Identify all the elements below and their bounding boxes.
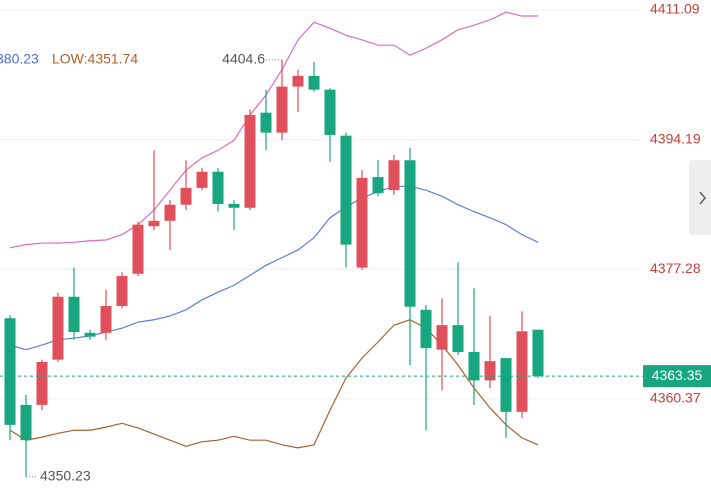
price-tag [643, 365, 711, 388]
candle-body [84, 332, 96, 337]
candle-body [132, 224, 144, 274]
candle-body [164, 204, 176, 221]
candle-body [500, 358, 512, 412]
candle-body [356, 177, 368, 268]
candle-body [4, 318, 16, 425]
candle-body [52, 296, 64, 360]
candle-body [436, 325, 448, 350]
plot-area: 4404.6 4350.23 [0, 9, 643, 483]
candle-body [228, 203, 240, 208]
band-value: 380.23 [0, 51, 39, 67]
candle-body [180, 187, 192, 205]
band-line [9, 319, 539, 449]
candle-body [340, 135, 352, 245]
candle-body [20, 404, 32, 441]
candle-body [452, 325, 464, 352]
band-line [9, 11, 538, 249]
candle-body [292, 75, 304, 87]
candle-body [116, 276, 128, 306]
high-label: 4404.6 [222, 50, 265, 66]
candle-body [100, 305, 112, 333]
side-tab[interactable] [689, 160, 711, 235]
low-label: 4350.23 [40, 467, 91, 483]
y-tick-label: 4377.28 [650, 260, 701, 276]
side-tab-arrow[interactable] [699, 191, 707, 205]
candle-body [468, 351, 480, 381]
candle-body [516, 331, 528, 412]
candle-body [276, 86, 288, 133]
band-line [9, 185, 539, 351]
candle-body [260, 112, 272, 133]
candle-body [244, 114, 256, 208]
candle-body [324, 89, 336, 135]
candle-body [404, 160, 416, 307]
candle-body [308, 75, 320, 90]
candle-body [420, 309, 432, 349]
candle-body [388, 160, 400, 191]
price-tag-label: 4363.35 [652, 367, 703, 383]
candle-body [36, 361, 48, 405]
candle-body [372, 177, 384, 194]
band-low: LOW:4351.74 [52, 51, 138, 67]
candle-body [148, 220, 160, 227]
candle-body [484, 361, 496, 381]
y-tick-label: 4394.19 [650, 130, 701, 146]
candle-body [212, 171, 224, 204]
candle-body [196, 171, 208, 188]
y-tick-label: 4360.37 [650, 390, 701, 406]
y-tick-label: 4411.09 [650, 1, 700, 17]
candle-body [68, 296, 80, 333]
candle-body [532, 329, 544, 377]
